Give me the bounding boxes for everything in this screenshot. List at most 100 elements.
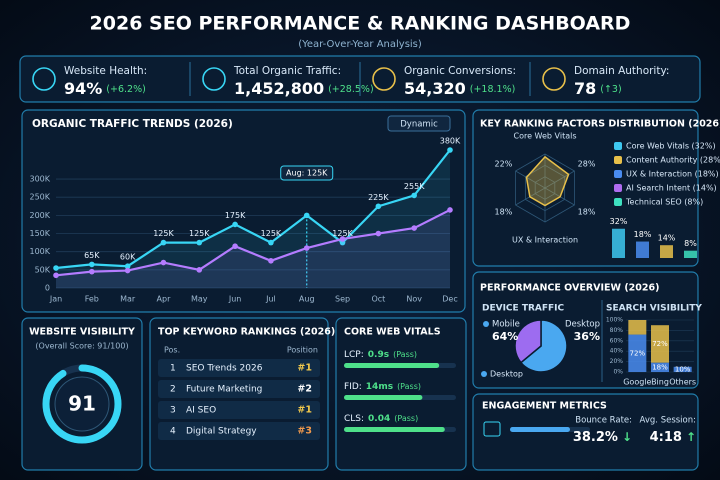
bar (636, 241, 649, 258)
kpi-icon (372, 67, 396, 91)
annotation: Aug: 125K (286, 169, 328, 178)
radar-spoke (544, 170, 575, 189)
bar (660, 245, 673, 258)
pie-slice (519, 319, 568, 373)
kpi-icon (542, 67, 566, 91)
spoke-label: Core Web Vitals (514, 132, 577, 141)
kpi-change: (+6.2%) (106, 84, 146, 95)
point (232, 221, 238, 228)
data-label: 125K (189, 229, 210, 238)
x-tick-label: Sep (335, 295, 350, 304)
kpi-value: 1,452,800 (+28.5%) (234, 79, 374, 98)
traffic-panel (21, 109, 466, 313)
data-label: 380K (440, 137, 461, 146)
bar-label: 8% (684, 239, 697, 248)
vital: LCP: 0.9s (Pass) (344, 350, 417, 360)
cell-keyword: SEO Trends 2026 (186, 364, 263, 374)
line-area (56, 150, 450, 288)
x-tick-label: Apr (157, 295, 172, 304)
dropdown[interactable] (387, 115, 451, 132)
x-tick-label: Bing (651, 378, 669, 387)
data-label: 72% (652, 340, 668, 348)
cell-keyword: Digital Strategy (186, 427, 257, 437)
pie-value: 64% (492, 330, 518, 343)
metric-trend: ↓ (622, 430, 632, 444)
y-tick-label: 200K (29, 211, 50, 220)
chart-subtitle: (Overall Score: 91/100) (35, 342, 128, 351)
gauge-arc (42, 364, 122, 444)
cell-pos: 4 (170, 427, 176, 437)
x-tick-label: Feb (85, 295, 99, 304)
x-tick-label: Others (669, 378, 696, 387)
y-tick-label: 80% (610, 327, 624, 334)
point (375, 203, 382, 210)
point (89, 268, 95, 275)
point (375, 230, 382, 237)
point (196, 239, 203, 246)
spoke-label: 18% (578, 208, 596, 217)
column-header: Position (287, 346, 318, 355)
data-label: 125K (261, 229, 282, 238)
vital-metric: LCP: (344, 350, 364, 360)
kpi-label: Organic Conversions: (404, 65, 516, 77)
gauge-inner (54, 376, 110, 432)
legend-label: AI Search Intent (14%) (626, 184, 717, 193)
point (447, 207, 453, 213)
x-tick-label: May (191, 295, 208, 304)
kpi-number: 78 (574, 79, 596, 98)
legend-swatch (614, 198, 622, 206)
vital-metric: CLS: (344, 414, 364, 424)
panel-title: TOP KEYWORD RANKINGS (2026) (158, 327, 335, 338)
legend-swatch (614, 156, 622, 164)
gauge-value: 91 (68, 392, 96, 416)
vital-metric: FID: (344, 382, 362, 392)
radar-spoke (515, 170, 546, 189)
x-tick-label: Jul (265, 295, 276, 304)
y-tick-label: 50K (35, 265, 51, 274)
y-tick-label: 40% (610, 348, 624, 355)
vital-status: (Pass) (394, 414, 418, 423)
point (160, 259, 167, 266)
bar-segment (651, 362, 669, 372)
cell-rank: #2 (297, 384, 312, 395)
data-label: 125K (332, 229, 353, 238)
y-tick-label: 300K (29, 175, 50, 184)
x-tick-label: Google (623, 378, 651, 387)
factors-panel (472, 109, 699, 267)
data-label: 18% (652, 363, 668, 371)
y-tick-label: 150K (29, 229, 50, 238)
chart-title: WEBSITE VISIBILITY (29, 327, 135, 338)
point (124, 263, 131, 270)
title: 2026 SEO PERFORMANCE & RANKING DASHBOARD (90, 13, 631, 35)
data-label: 10% (675, 365, 691, 373)
kpi-icon (32, 67, 56, 91)
kpi-number: 1,452,800 (234, 79, 324, 98)
point (53, 265, 59, 271)
column-header: Pos. (164, 346, 180, 355)
cell-rank: #1 (297, 363, 312, 374)
vital-status: (Pass) (397, 382, 421, 391)
vital-value: 14ms (366, 382, 393, 392)
legend-swatch (614, 184, 622, 192)
radar-area (525, 155, 570, 207)
spoke-label: 22% (495, 160, 513, 169)
table-row (158, 380, 320, 398)
legend-dot (481, 371, 487, 377)
x-tick-label: Aug (299, 295, 315, 304)
vitals-panel (335, 317, 467, 471)
data-label: 72% (630, 349, 646, 357)
point (268, 257, 274, 264)
kpi-change: (+28.5%) (328, 84, 374, 95)
point (124, 267, 131, 274)
bar-segment (651, 325, 669, 363)
table-row (158, 359, 320, 377)
x-tick-label: Jan (49, 295, 62, 304)
point (268, 239, 274, 246)
kpi-value: 78 (↑3) (574, 79, 622, 98)
vital-bar (344, 427, 445, 432)
y-tick-label: 0% (613, 369, 623, 376)
engagement-bar (510, 427, 570, 432)
data-label: 65K (84, 251, 100, 260)
y-tick-label: 0 (45, 284, 50, 293)
